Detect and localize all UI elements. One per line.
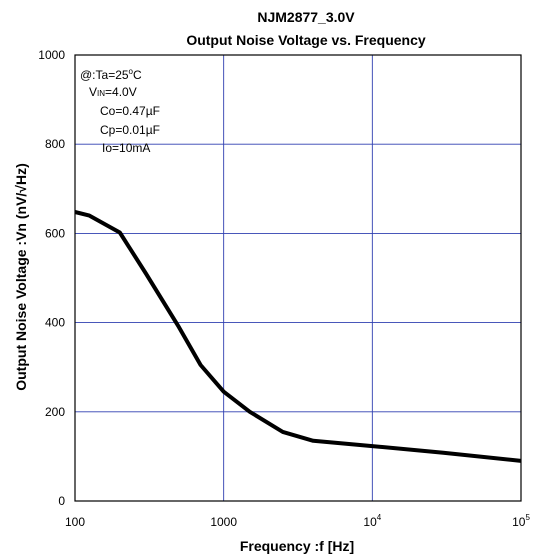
- condition-temperature-post: C: [133, 68, 142, 82]
- chart-title: NJM2877_3.0V: [257, 9, 355, 25]
- series-group: [74, 210, 522, 463]
- condition-vin-pre: V: [89, 85, 97, 99]
- y-tick-label: 400: [45, 316, 65, 330]
- x-tick-label: 1000: [210, 515, 237, 529]
- condition-vin: VIN=4.0V: [89, 85, 137, 99]
- condition-cp: Cp=0.01µF: [100, 123, 160, 137]
- condition-temperature-sup: o: [129, 67, 134, 76]
- x-tick-base: 10: [512, 515, 526, 529]
- y-axis-title: Output Noise Voltage :Vn (nV/√Hz): [13, 163, 29, 391]
- x-tick-label: 104: [363, 513, 381, 529]
- x-tick-base: 10: [363, 515, 377, 529]
- x-tick-exponent: 4: [377, 513, 382, 522]
- condition-vin-sub: IN: [97, 89, 105, 98]
- y-tick-label: 1000: [38, 48, 65, 62]
- chart-subtitle: Output Noise Voltage vs. Frequency: [186, 32, 426, 48]
- series-line: [74, 210, 522, 463]
- condition-vin-post: =4.0V: [105, 85, 137, 99]
- x-axis-title: Frequency :f [Hz]: [240, 538, 354, 554]
- condition-co: Co=0.47µF: [100, 104, 160, 118]
- grid-lines: [75, 55, 521, 501]
- y-tick-label: 600: [45, 226, 65, 240]
- condition-temperature-pre: @:Ta=25: [80, 68, 129, 82]
- y-tick-label: 0: [58, 494, 65, 508]
- plot-frame: [74, 54, 522, 502]
- condition-io: Io=10mA: [102, 141, 150, 155]
- x-tick-exponent: 5: [525, 513, 530, 522]
- x-tick-label: 100: [65, 515, 85, 529]
- y-tick-label: 200: [45, 405, 65, 419]
- y-tick-label: 800: [45, 137, 65, 151]
- condition-annotations: @:Ta=25oC VIN=4.0V Co=0.47µF Cp=0.01µF I…: [80, 67, 160, 155]
- condition-temperature: @:Ta=25oC: [80, 67, 142, 82]
- x-tick-label: 105: [512, 513, 530, 529]
